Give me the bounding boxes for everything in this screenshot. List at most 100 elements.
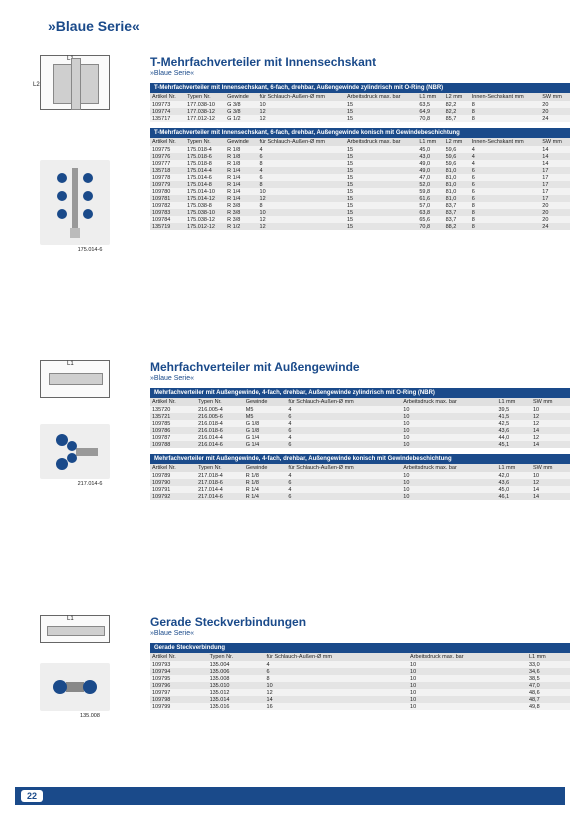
table-cell: R 3/8 (225, 216, 257, 223)
table-cell: 59,6 (444, 153, 470, 160)
table-cell: 4 (265, 661, 409, 668)
table-cell: 12 (258, 216, 345, 223)
table-cell: R 1/4 (225, 195, 257, 202)
straight-fitting-icon (50, 674, 100, 700)
table-cell: 109789 (150, 472, 196, 479)
table-cell: 217.018-6 (196, 479, 244, 486)
table-cell: 45,0 (417, 146, 443, 153)
table-cell: 70,8 (417, 223, 443, 230)
column-header: L1 mm (527, 653, 570, 661)
table-cell: 12 (531, 420, 570, 427)
table-cell: 109795 (150, 675, 208, 682)
table-cell: 70,8 (417, 115, 443, 122)
table-cell: 14 (265, 696, 409, 703)
column-header: Artikel Nr. (150, 653, 208, 661)
table-cell: 175.012-12 (185, 223, 225, 230)
table-cell: 81,0 (444, 181, 470, 188)
schematic-label: L1 (67, 616, 74, 622)
table-cell: 6 (286, 479, 401, 486)
table-cell: 49,0 (417, 167, 443, 174)
table-cell: 4 (286, 420, 401, 427)
table-cell: 216.005-4 (196, 406, 244, 413)
table-row: 109780175.014-10R 1/4101559,881,0617 (150, 188, 570, 195)
table-cell: 42,5 (496, 420, 530, 427)
column-header: L1 mm (417, 93, 443, 101)
table-cell: 8 (470, 108, 540, 115)
table-cell: 175.018-4 (185, 146, 225, 153)
table-cell: 109788 (150, 441, 196, 448)
table-cell: 81,0 (444, 167, 470, 174)
table-cell: 17 (540, 181, 570, 188)
table-row: 109784175.038-12R 3/8121565,683,7820 (150, 216, 570, 223)
table-cell: 20 (540, 209, 570, 216)
table-cell: 8 (258, 160, 345, 167)
table-cell: R 3/8 (225, 209, 257, 216)
table-cell: 109774 (150, 108, 185, 115)
table-cell: 175.038-12 (185, 216, 225, 223)
table-cell: 15 (345, 115, 417, 122)
table-cell: 14 (540, 146, 570, 153)
table-cell: 135717 (150, 115, 185, 122)
table-cell: 109784 (150, 216, 185, 223)
table-cell: 8 (470, 101, 540, 108)
table-cell: R 1/4 (244, 493, 287, 500)
table-cell: 135719 (150, 223, 185, 230)
table-cell: 135.012 (208, 689, 265, 696)
column-header: Typen Nr. (185, 93, 225, 101)
table-cell: 109787 (150, 434, 196, 441)
table-cell: 10 (401, 434, 496, 441)
table-row: 109797135.012121048,6 (150, 689, 570, 696)
table-row: 109778175.014-6R 1/461547,081,0617 (150, 174, 570, 181)
table-cell: 10 (258, 188, 345, 195)
table-cell: 10 (258, 209, 345, 216)
table-cell: 177.012-12 (185, 115, 225, 122)
table-cell: 81,0 (444, 195, 470, 202)
table-cell: 109785 (150, 420, 196, 427)
table-row: 109783175.038-10R 3/8101563,883,7820 (150, 209, 570, 216)
photo-caption: 135.008 (40, 713, 140, 719)
table-cell: 175.014-12 (185, 195, 225, 202)
photo-multi-manifold (40, 424, 110, 479)
table-cell: 8 (470, 209, 540, 216)
table-cell: 109781 (150, 195, 185, 202)
table-cell: 85,7 (444, 115, 470, 122)
table-cell: 135721 (150, 413, 196, 420)
table-cell: 42,0 (496, 472, 530, 479)
table-cell: 46,1 (496, 493, 530, 500)
column-header: Arbeitsdruck max. bar (401, 464, 496, 472)
table-cell: 57,0 (417, 202, 443, 209)
table-cell: 12 (258, 108, 345, 115)
table-cell: 109799 (150, 703, 208, 710)
column-header: für Schlauch-Außen-Ø mm (265, 653, 409, 661)
table-cell: 45,1 (496, 441, 530, 448)
table-cell: 16 (265, 703, 409, 710)
table-cell: 59,8 (417, 188, 443, 195)
table-cell: 48,7 (527, 696, 570, 703)
table-cell: G 1/8 (244, 420, 287, 427)
table-cell: 44,0 (496, 434, 530, 441)
table-cell: 83,7 (444, 216, 470, 223)
table-cell: 4 (286, 486, 401, 493)
table-cell: 10 (408, 689, 527, 696)
table-cell: 14 (531, 441, 570, 448)
table-cell: 8 (265, 675, 409, 682)
schematic-straight: L1 (40, 615, 110, 643)
table-cell: R 1/4 (225, 188, 257, 195)
table-cell: 10 (408, 696, 527, 703)
table-cell: 83,7 (444, 202, 470, 209)
table-cell: 20 (540, 202, 570, 209)
table-cell: 6 (258, 153, 345, 160)
table-cell: 82,2 (444, 101, 470, 108)
column-header: SW mm (531, 398, 570, 406)
table-cell: 15 (345, 195, 417, 202)
table-cell: 109776 (150, 153, 185, 160)
table-cell: 10 (408, 668, 527, 675)
table-cell: 20 (540, 216, 570, 223)
table-cell: 4 (258, 167, 345, 174)
table-row: 109788216.014-6G 1/461045,114 (150, 441, 570, 448)
table-cell: G 1/4 (244, 441, 287, 448)
schematic-t-manifold: L1 L2 (40, 55, 110, 110)
photo-caption: 217.014-6 (40, 481, 140, 487)
table-cell: R 1/8 (225, 153, 257, 160)
table-cell: 17 (540, 174, 570, 181)
